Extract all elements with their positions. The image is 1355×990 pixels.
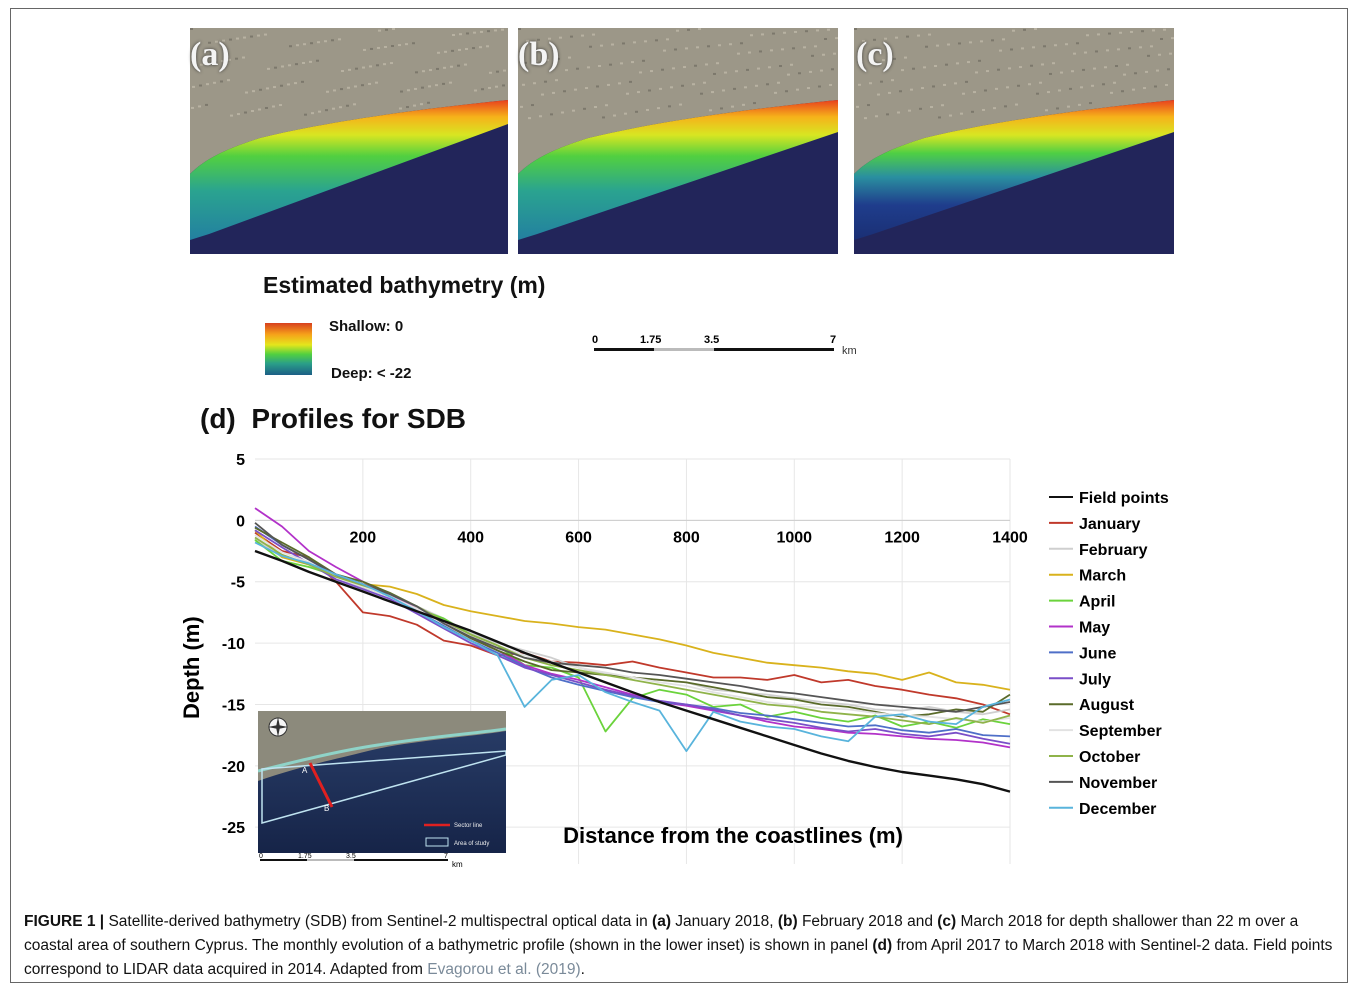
inset-map: A B Sector line Area of study 0 1.75 3.5… [258, 711, 506, 869]
panel-letter-d: (d) [200, 403, 236, 434]
caption-label: FIGURE 1 | [24, 913, 105, 930]
depth-color-ramp [265, 323, 312, 375]
caption-text-2: January 2018, [671, 913, 778, 930]
scale-unit: km [842, 345, 857, 357]
caption-ref-c: (c) [937, 913, 957, 930]
legend-deep-label: Deep: < -22 [331, 365, 412, 382]
sdb-map-panel-c [854, 28, 1174, 254]
sdb-map-panel-b [518, 28, 838, 254]
inset-tick-2: 3.5 [346, 853, 356, 860]
legend-title: Estimated bathymetry (m) [263, 272, 546, 298]
figure-caption: FIGURE 1 | Satellite-derived bathymetry … [24, 910, 1334, 982]
caption-text-4: March 2018 for depth shallower than 22 m… [24, 913, 1299, 954]
inset-tick-1: 1.75 [298, 853, 312, 860]
panel-d-title: (d) Profiles for SDB [200, 403, 466, 435]
panel-letter-b: (b) [518, 36, 560, 73]
inset-point-b: B [324, 804, 329, 813]
caption-text-1: Satellite-derived bathymetry (SDB) from … [104, 913, 653, 930]
scale-tick-0: 0 [592, 334, 598, 346]
inset-unit: km [452, 860, 463, 869]
panel-d-heading: Profiles for SDB [251, 403, 467, 434]
scale-tick-1: 1.75 [640, 334, 661, 346]
caption-ref-a: (a) [652, 913, 671, 930]
inset-tick-0: 0 [259, 853, 263, 860]
caption-text-6: . [580, 961, 585, 978]
inset-tick-3: 7 [444, 853, 448, 860]
caption-citation-link[interactable]: Evagorou et al. (2019) [427, 961, 581, 978]
caption-ref-d: (d) [872, 937, 893, 954]
caption-text-3: February 2018 and [797, 913, 938, 930]
figure-frame [10, 8, 1348, 983]
panel-letter-a: (a) [190, 36, 230, 73]
inset-legend-area: Area of study [454, 841, 489, 847]
scale-tick-2: 3.5 [704, 334, 719, 346]
scale-tick-3: 7 [830, 334, 836, 346]
legend-shallow-label: Shallow: 0 [329, 318, 404, 335]
map-scale-bar: 0 1.75 3.5 7 km [592, 334, 857, 357]
sdb-map-panel-a [190, 28, 508, 254]
caption-ref-b: (b) [777, 913, 798, 930]
inset-point-a: A [302, 766, 308, 775]
caption-text-5: from April 2017 to March 2018 with Senti… [24, 937, 1333, 978]
panel-letter-c: (c) [856, 36, 894, 73]
inset-legend-sector: Sector line [454, 823, 483, 829]
